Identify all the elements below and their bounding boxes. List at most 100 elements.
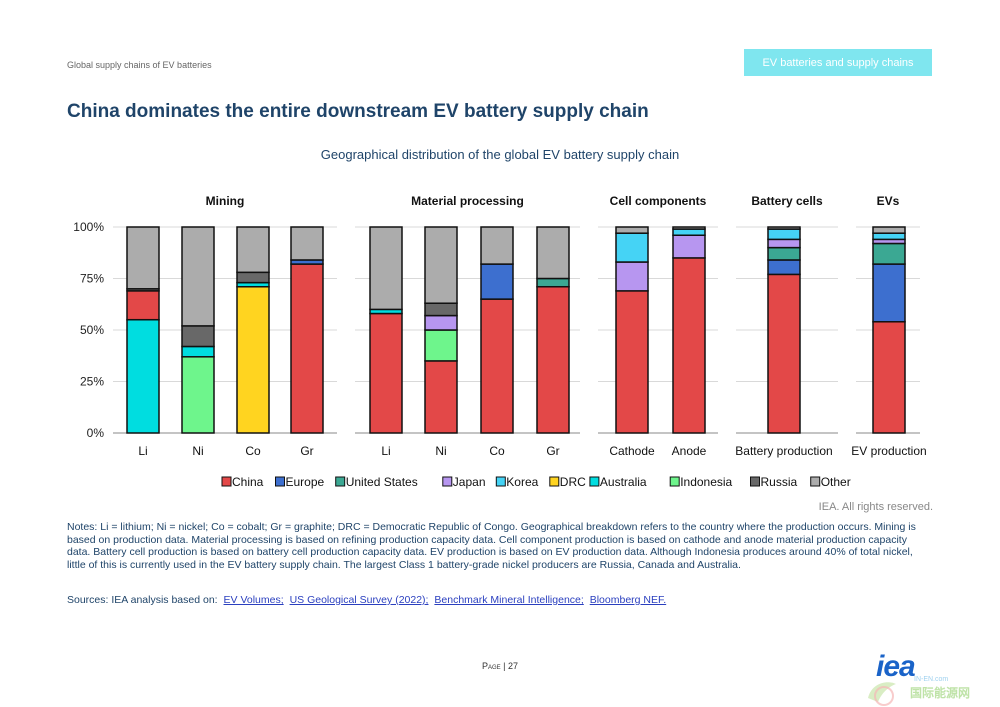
sources-prefix: Sources: IEA analysis based on: [67,594,218,606]
x-tick-label: Cathode [609,444,655,458]
bar-segment-other [672,226,706,230]
bar-segment-china [369,312,403,434]
bar-segment-united-states [872,242,906,265]
bar-segment-china [767,273,801,434]
legend-swatch [589,476,600,487]
rights-notice: IEA. All rights reserved. [818,501,933,513]
bar-segment-japan [615,261,649,292]
bar-segment-china [672,257,706,434]
legend-swatch [669,476,680,487]
bar-segment-other [236,226,270,274]
group-title: Battery cells [751,194,823,208]
bar-segment-korea [872,232,906,241]
legend-swatch [750,476,760,487]
source-link-ev-volumes[interactable]: EV Volumes; [223,594,284,606]
bar-segment-other [767,226,801,230]
y-tick-label: 100% [73,220,104,234]
x-tick-label: Li [381,444,390,458]
bar-segment-russia [424,302,458,317]
bar-segment-other [424,226,458,304]
legend-label: Australia [600,475,647,489]
bar-segment-japan [672,234,706,259]
bar-segment-china [615,290,649,434]
legend-swatch [442,476,453,487]
bar-segment-indonesia [181,356,215,434]
legend-swatch [810,476,821,487]
x-tick-label: Co [489,444,505,458]
legend-swatch [335,476,346,487]
source-link-usgs[interactable]: US Geological Survey (2022); [289,594,429,606]
bar-segment-korea [767,228,801,241]
bar-segment-europe [767,259,801,276]
x-tick-label: Li [138,444,147,458]
x-tick-label: Ni [192,444,203,458]
iea-logo: iea [876,650,916,683]
source-link-benchmark[interactable]: Benchmark Mineral Intelligence; [434,594,584,606]
legend-label: Europe [286,475,325,489]
x-tick-label: Anode [672,444,707,458]
bar-segment-other [872,226,906,234]
bar-segment-other [536,226,570,280]
page-title: China dominates the entire downstream EV… [67,101,649,122]
bar-segment-australia [126,318,160,434]
legend-swatch [275,476,285,487]
legend-label: Indonesia [680,475,732,489]
watermark-text: 国际能源网 [910,686,971,700]
bar-segment-china [872,321,906,434]
chart-title: Geographical distribution of the global … [321,147,679,162]
bar-segment-other [615,226,649,234]
section-header: Global supply chains of EV batteries [67,60,212,70]
bar-segment-other [480,226,514,265]
source-link-bnef[interactable]: Bloomberg NEF. [589,594,667,606]
group-title: EVs [877,194,900,208]
y-tick-label: 25% [80,375,104,389]
legend-label: United States [346,475,418,489]
bar-segment-united-states [536,277,570,288]
legend-label: Korea [506,475,538,489]
y-tick-label: 50% [80,323,104,337]
page-label: Page [481,661,501,671]
bar-segment-australia [181,345,215,358]
legend-swatch [495,476,506,487]
legend-label: China [232,475,264,489]
y-tick-label: 75% [80,272,104,286]
x-tick-label: Gr [300,444,313,458]
x-tick-label: Ni [435,444,446,458]
bar-segment-china [424,360,458,434]
chart-notes: Notes: Li = lithium; Ni = nickel; Co = c… [67,521,916,571]
bar-segment-china [536,285,570,434]
watermark-domain: IN-EN.com [914,676,949,683]
x-tick-label: EV production [851,444,926,458]
page-number-value: | 27 [503,661,519,671]
bar-segment-united-states [767,246,801,261]
x-tick-label: Gr [546,444,559,458]
stacked-bar-chart: Geographical distribution of the global … [73,147,926,489]
x-tick-label: Battery production [735,444,832,458]
legend-label: Other [821,475,851,489]
watermark-leaf-icon [868,682,896,706]
bar-segment-other [181,226,215,327]
sources-line: Sources: IEA analysis based on: EV Volum… [67,594,666,606]
section-badge: EV batteries and supply chains [744,49,932,76]
x-tick-label: Co [245,444,261,458]
bar-segment-korea [615,232,649,263]
bar-segment-other [126,226,160,290]
legend-label: Japan [453,475,486,489]
legend-label: Russia [761,475,798,489]
bar-segment-europe [480,263,514,300]
bar-segment-indonesia [424,329,458,362]
bar-segment-russia [181,325,215,348]
bar-segment-drc [236,285,270,434]
bar-segment-japan [767,238,801,249]
bar-segment-japan [424,314,458,331]
y-tick-label: 0% [87,426,105,440]
bar-segment-china [290,263,324,434]
page-number: Page | 27 [0,661,1000,671]
group-title: Cell components [610,194,707,208]
group-title: Material processing [411,194,524,208]
bar-segment-china [126,290,160,321]
bar-segment-china [480,298,514,434]
legend-swatch [221,476,232,487]
legend-label: DRC [560,475,586,489]
bar-segment-other [369,226,403,311]
